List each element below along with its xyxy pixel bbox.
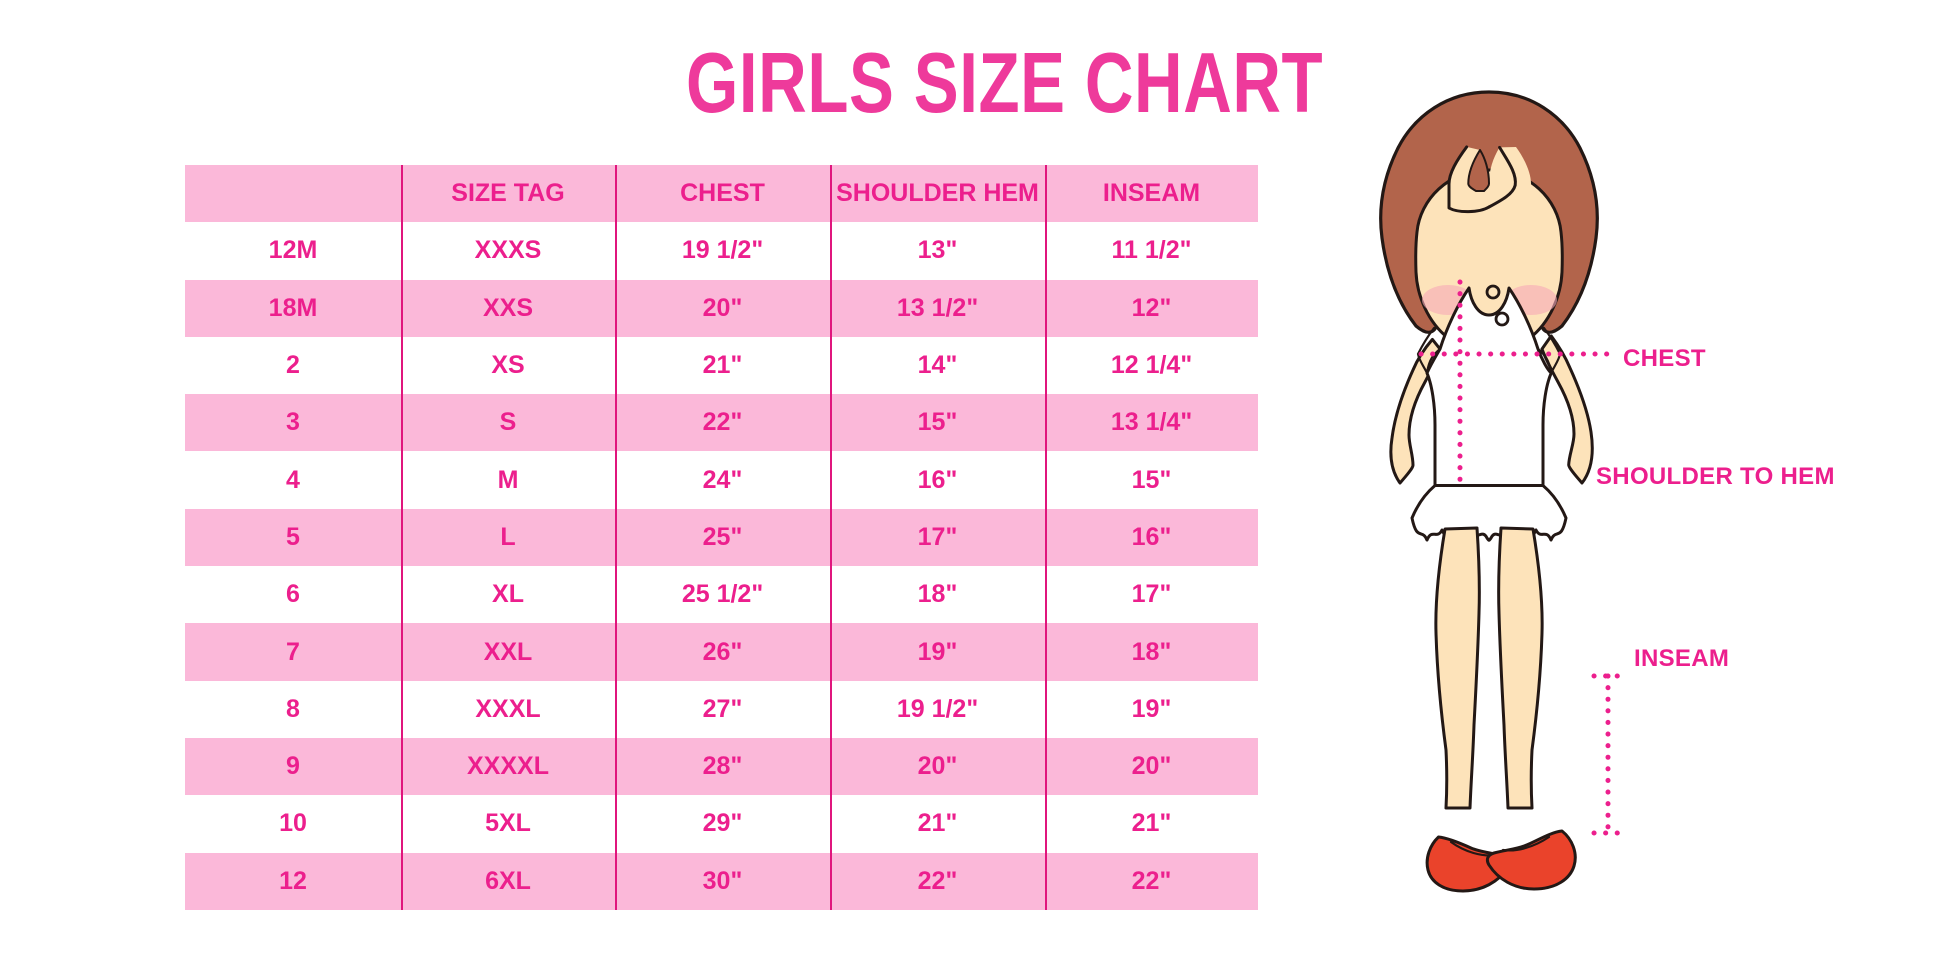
svg-text:CHEST: CHEST	[1623, 345, 1706, 372]
svg-text:INSEAM: INSEAM	[1634, 645, 1729, 672]
svg-text:SHOULDER TO HEM: SHOULDER TO HEM	[1596, 463, 1835, 490]
